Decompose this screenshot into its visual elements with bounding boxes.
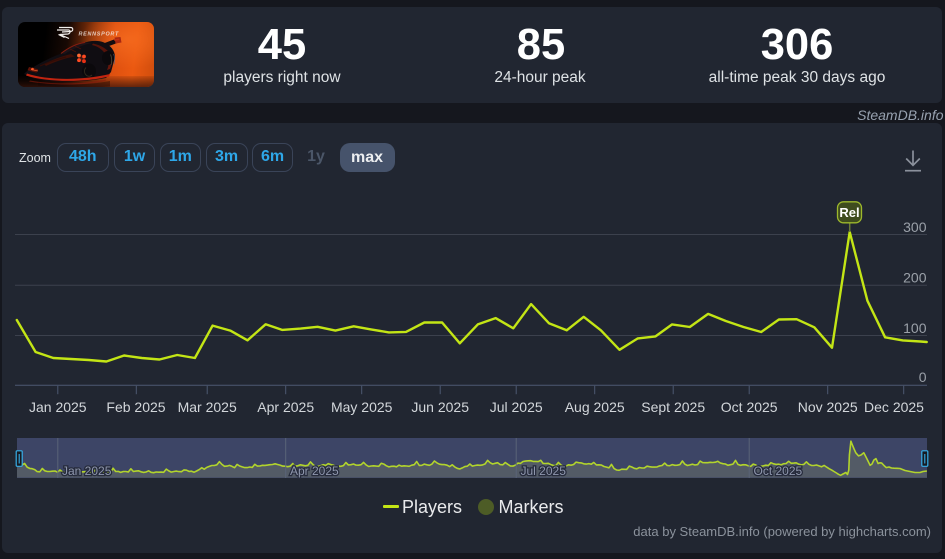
svg-text:Oct 2025: Oct 2025 [754, 464, 803, 478]
svg-text:Sept 2025: Sept 2025 [641, 399, 705, 415]
svg-text:Nov 2025: Nov 2025 [798, 399, 858, 415]
svg-text:100: 100 [903, 320, 927, 336]
svg-text:Apr 2025: Apr 2025 [290, 464, 339, 478]
svg-text:Jun 2025: Jun 2025 [411, 399, 469, 415]
svg-text:Rel: Rel [839, 205, 859, 220]
svg-text:Mar 2025: Mar 2025 [178, 399, 237, 415]
svg-text:Aug 2025: Aug 2025 [565, 399, 625, 415]
svg-text:Jan 2025: Jan 2025 [62, 464, 112, 478]
svg-text:RENNSPORT: RENNSPORT [79, 32, 120, 38]
svg-text:Jul 2025: Jul 2025 [521, 464, 567, 478]
svg-text:Apr 2025: Apr 2025 [257, 399, 314, 415]
svg-text:Dec 2025: Dec 2025 [864, 399, 924, 415]
svg-text:0: 0 [919, 369, 927, 385]
svg-text:Feb 2025: Feb 2025 [106, 399, 165, 415]
svg-text:Oct 2025: Oct 2025 [721, 399, 778, 415]
svg-text:Jul 2025: Jul 2025 [490, 399, 543, 415]
svg-text:300: 300 [903, 219, 927, 235]
svg-text:Jan 2025: Jan 2025 [29, 399, 87, 415]
svg-text:200: 200 [903, 270, 927, 286]
svg-text:May 2025: May 2025 [331, 399, 393, 415]
